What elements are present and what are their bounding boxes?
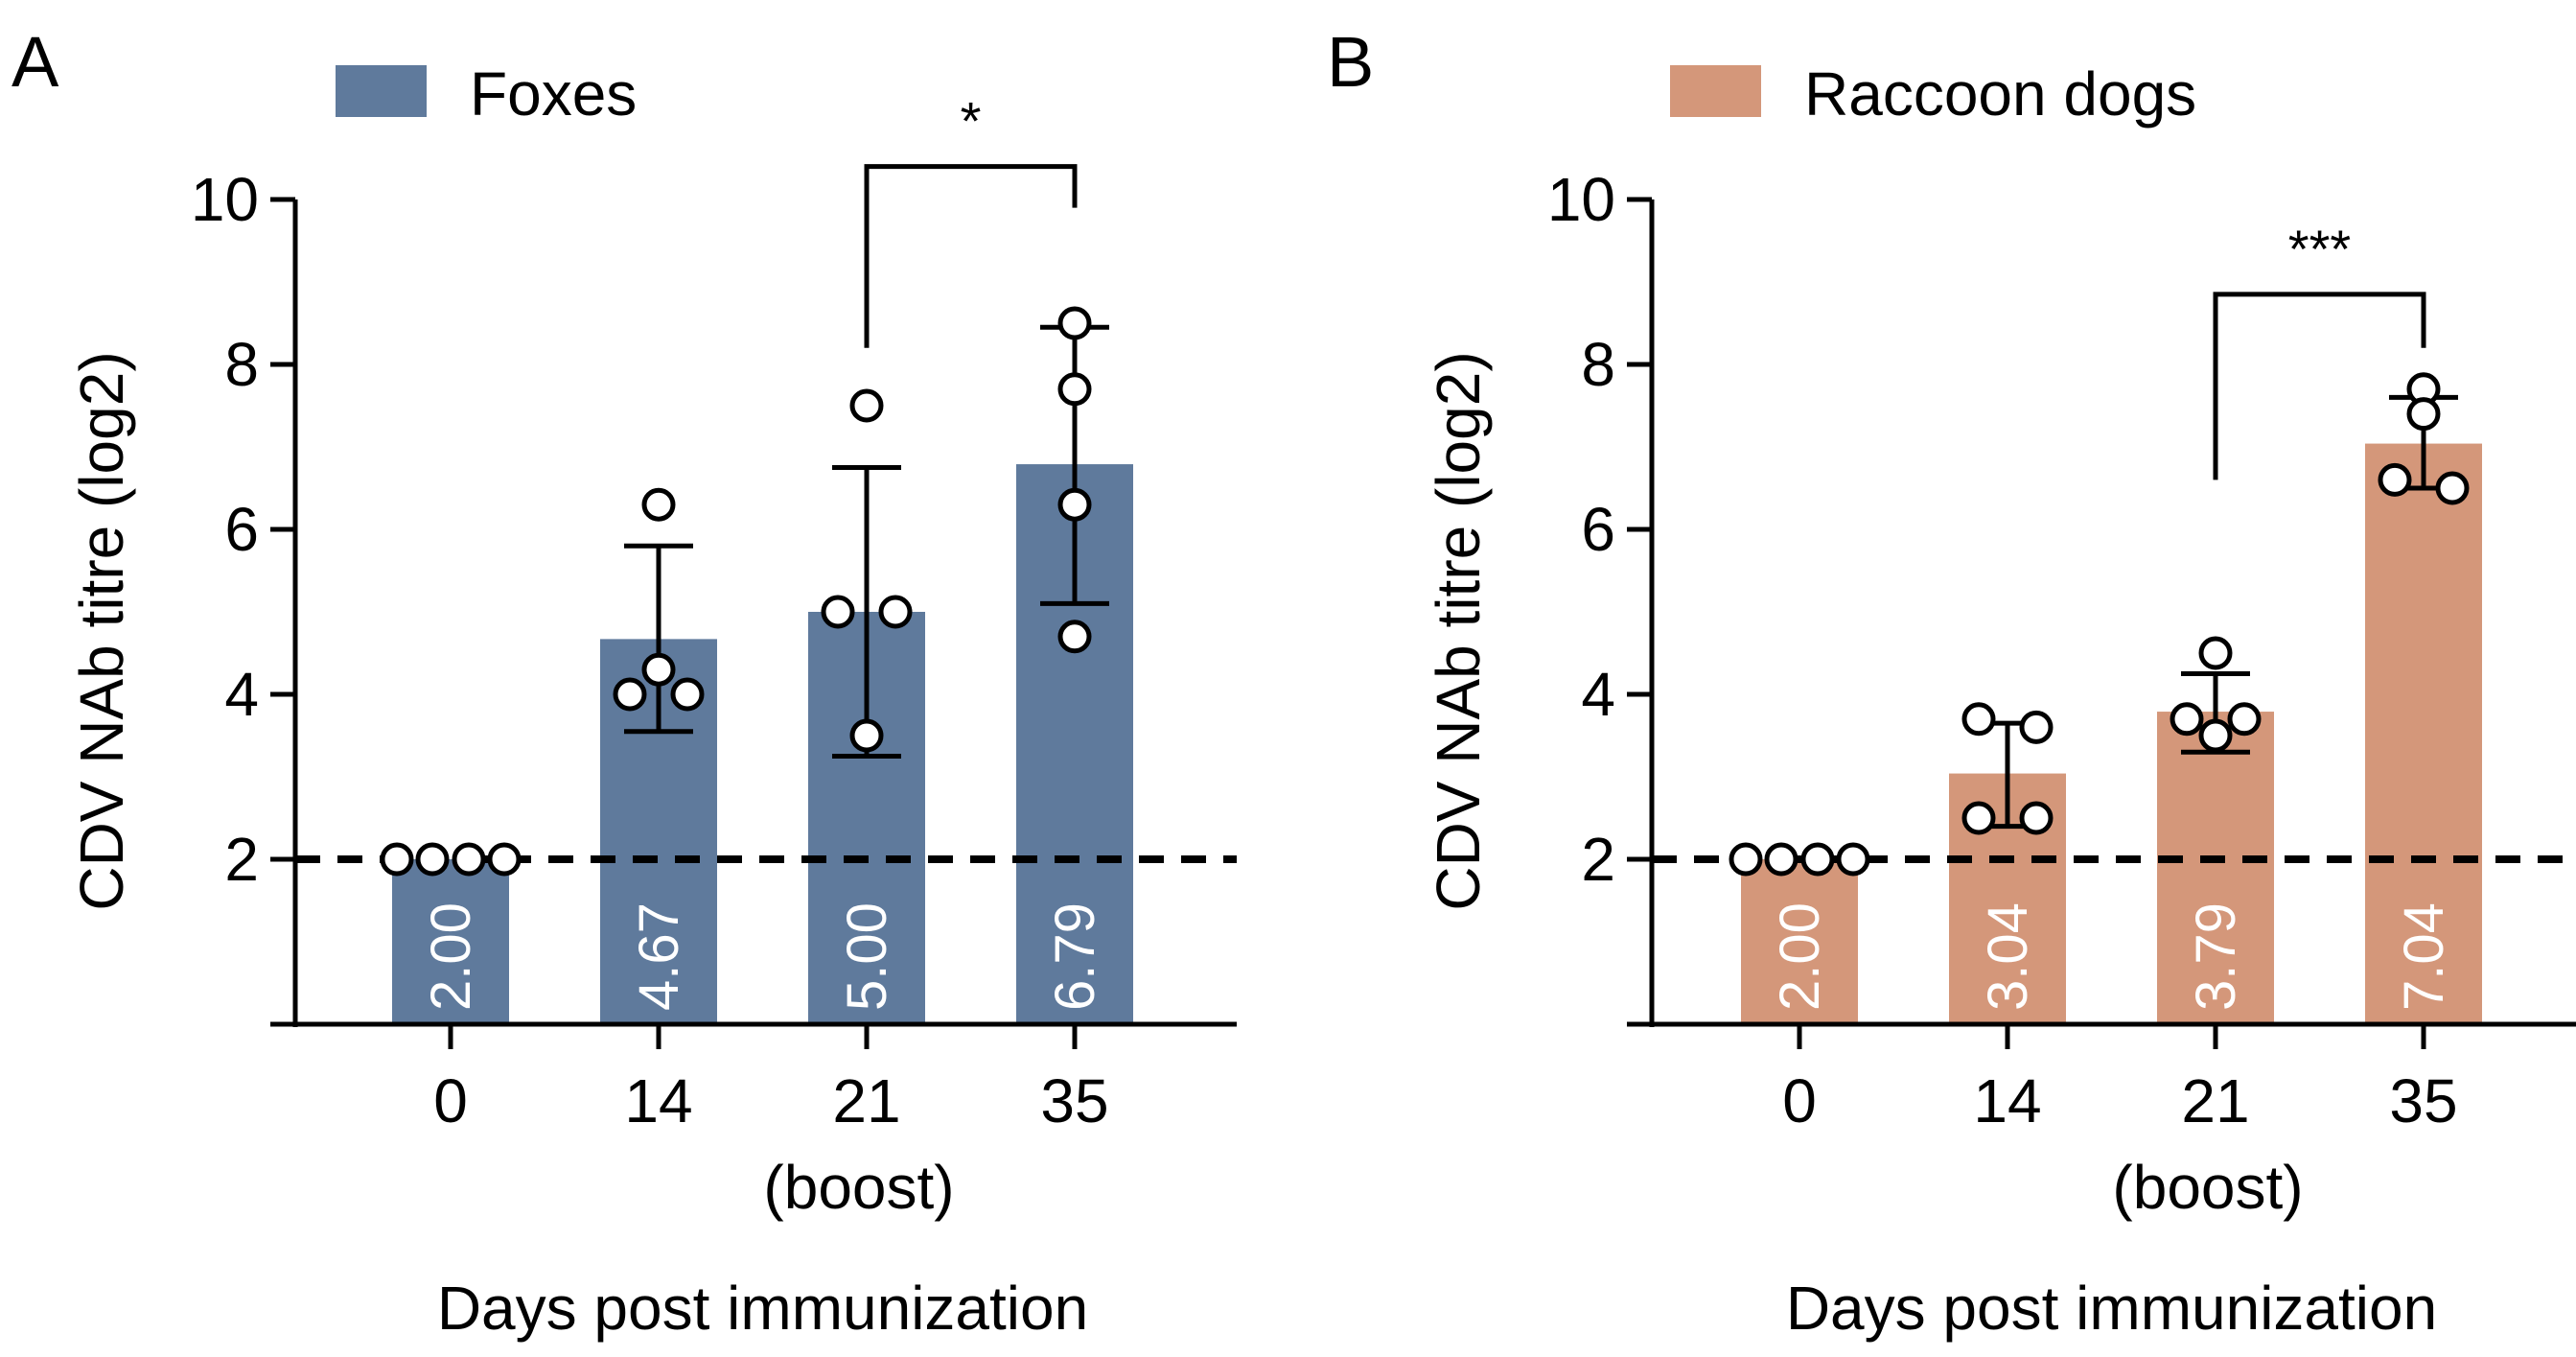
data-point: [1057, 306, 1092, 340]
data-point: [878, 595, 913, 629]
bar-value-label: 2.00: [420, 902, 482, 1011]
data-point: [1836, 842, 1870, 877]
data-point: [2406, 397, 2441, 432]
bar-value-label: 4.67: [628, 902, 690, 1011]
chart-panel-a: A Foxes 2.00 4.67 5.00 6.79 2 4 6 8 10 0 14 21 35 (boos…: [12, 22, 1237, 1343]
y-tick-label: 2: [224, 825, 259, 894]
y-tick-label: 10: [1547, 165, 1615, 234]
data-point: [415, 842, 450, 877]
x-tick-label: 14: [1973, 1066, 2041, 1135]
data-point: [1961, 801, 1996, 835]
bar-21: [2157, 712, 2274, 1024]
x-tick-label: 0: [433, 1066, 468, 1135]
x-tick-label: 35: [1040, 1066, 1108, 1135]
data-point: [1729, 842, 1763, 877]
legend-swatch: [336, 65, 427, 117]
y-tick-label: 4: [1581, 660, 1615, 729]
significance-bracket: [864, 164, 1078, 348]
x-tick-label: 14: [624, 1066, 692, 1135]
data-point: [380, 842, 414, 877]
bar-value-label: 2.00: [1769, 902, 1831, 1011]
data-point: [1764, 842, 1799, 877]
y-tick-label: 8: [224, 330, 259, 399]
data-point: [452, 842, 486, 877]
y-tick-label: 6: [1581, 495, 1615, 564]
chart-panel-b: B Raccoon dogs 2.00 3.04 3.79 7.04 2 4 6 8 10 0 14 21…: [1327, 22, 2576, 1343]
data-point: [1057, 620, 1092, 654]
legend-label: Foxes: [470, 59, 637, 129]
y-tick-label: 6: [224, 495, 259, 564]
bar-value-label: 5.00: [836, 902, 898, 1011]
bar-value-label: 6.79: [1044, 902, 1106, 1011]
x-axis-label: Days post immunization: [1786, 1274, 2437, 1343]
legend-swatch: [1670, 65, 1761, 117]
data-point: [2227, 702, 2262, 737]
data-point: [1800, 842, 1835, 877]
legend-label: Raccoon dogs: [1804, 59, 2196, 129]
data-point: [641, 487, 676, 522]
bar-value-label: 7.04: [2393, 902, 2455, 1011]
data-point: [849, 718, 884, 753]
bar-0: [392, 859, 509, 1024]
y-tick-label: 8: [1581, 330, 1615, 399]
y-tick-label: 2: [1581, 825, 1615, 894]
data-point: [2198, 636, 2233, 670]
data-point: [613, 677, 647, 712]
data-point: [2198, 718, 2233, 753]
data-point: [821, 595, 855, 629]
data-point: [2378, 462, 2412, 497]
data-point: [2019, 710, 2054, 744]
y-tick-label: 4: [224, 660, 259, 729]
significance-label: *: [961, 91, 982, 152]
data-point: [641, 652, 676, 687]
data-point: [487, 842, 522, 877]
bar-0: [1741, 859, 1858, 1024]
data-point: [1961, 702, 1996, 737]
significance-bracket: [2213, 292, 2426, 480]
bar-value-label: 3.04: [1977, 902, 2039, 1011]
x-axis-label: Days post immunization: [437, 1274, 1088, 1343]
significance-label: ***: [2288, 219, 2351, 279]
y-axis-label: CDV NAb titre (log2): [1424, 351, 1493, 910]
x-tick-label: 35: [2389, 1066, 2457, 1135]
data-point: [670, 677, 705, 712]
boost-label: (boost): [763, 1153, 954, 1222]
x-tick-label: 21: [832, 1066, 900, 1135]
boost-label: (boost): [2112, 1153, 2303, 1222]
bar-35: [2365, 443, 2482, 1024]
x-tick-label: 21: [2181, 1066, 2249, 1135]
panel-letter: A: [12, 22, 59, 102]
panel-letter: B: [1327, 22, 1374, 102]
data-point: [2019, 801, 2054, 835]
data-point: [2170, 702, 2204, 737]
data-point: [849, 388, 884, 423]
y-axis-label: CDV NAb titre (log2): [67, 351, 136, 910]
data-point: [2435, 471, 2470, 505]
bar-value-label: 3.79: [2185, 902, 2247, 1011]
x-tick-label: 0: [1782, 1066, 1817, 1135]
data-point: [1057, 372, 1092, 407]
y-tick-label: 10: [191, 165, 259, 234]
data-point: [1057, 487, 1092, 522]
